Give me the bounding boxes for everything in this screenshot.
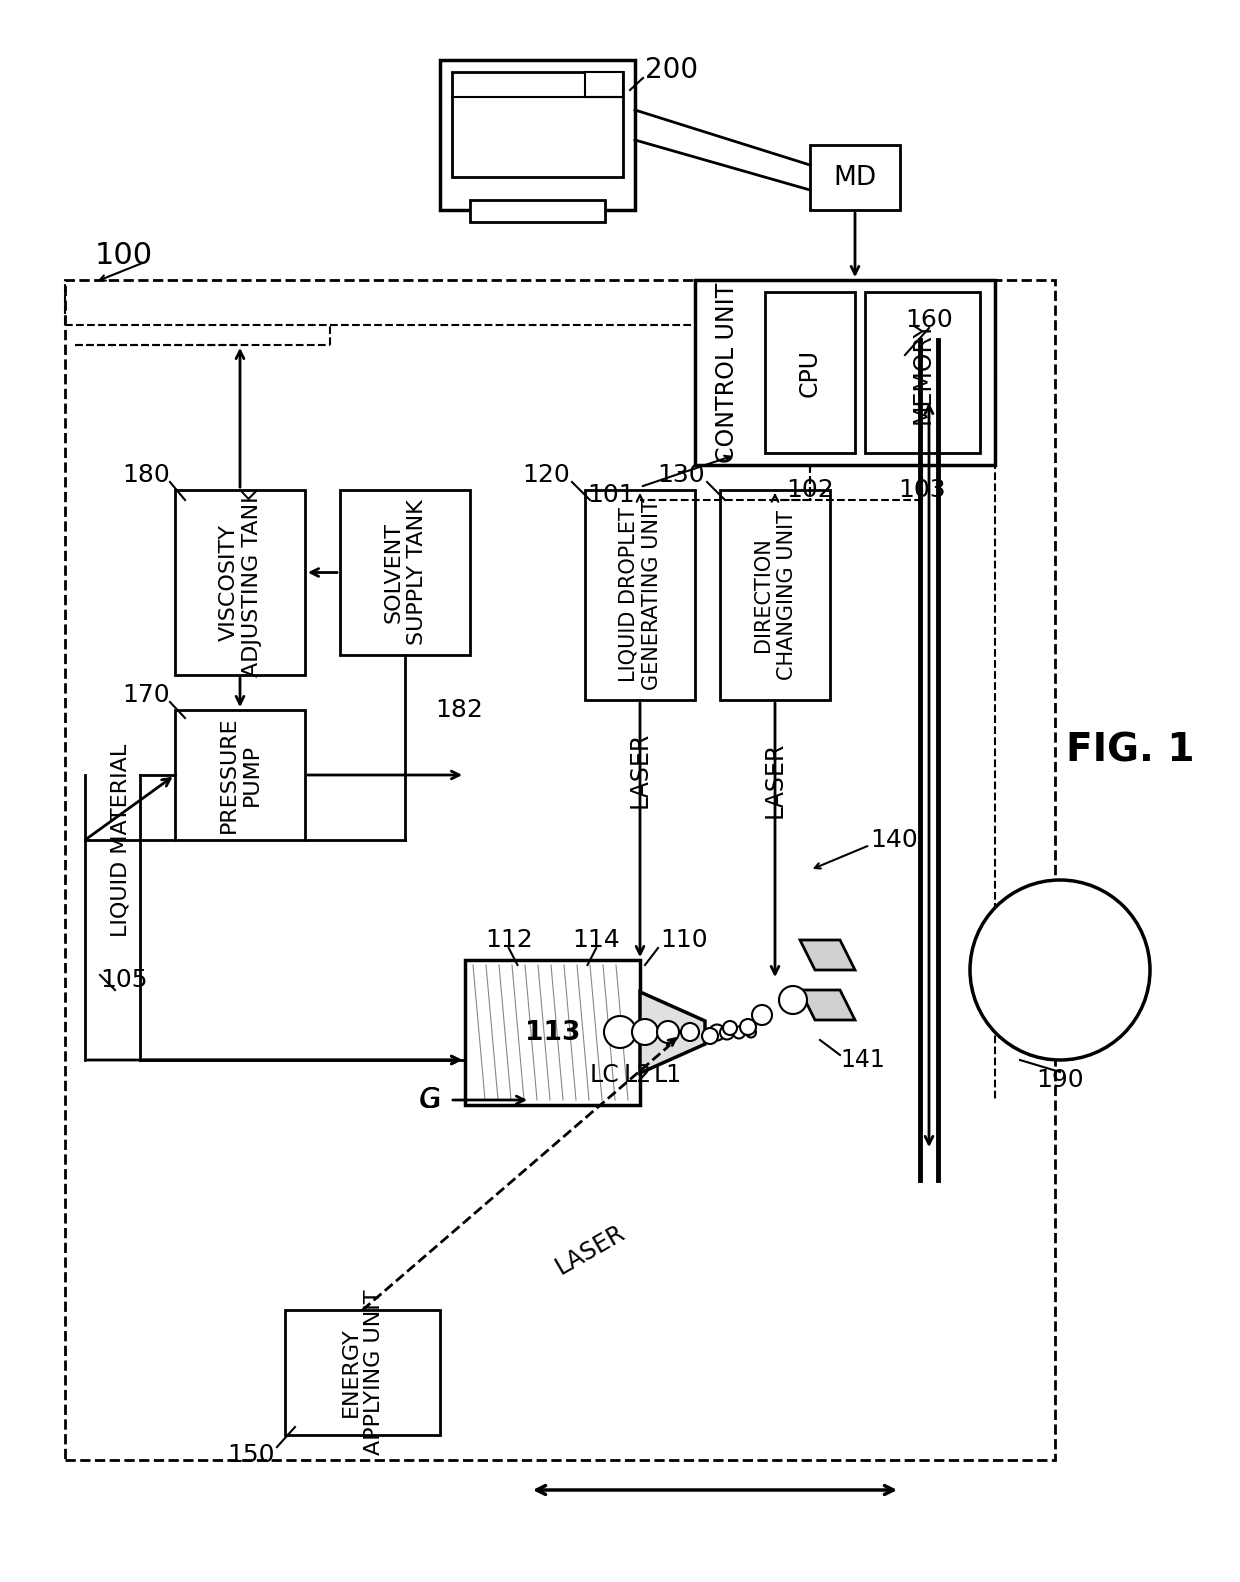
Text: 114: 114	[573, 929, 620, 952]
Bar	[440, 60, 635, 210]
Polygon shape	[640, 992, 706, 1073]
Circle shape	[720, 1025, 734, 1039]
Text: 100: 100	[95, 240, 153, 269]
Text: 141: 141	[839, 1047, 885, 1073]
Bar	[340, 490, 470, 655]
Text: 160: 160	[905, 308, 952, 332]
Text: 113: 113	[525, 1019, 580, 1046]
Text: 170: 170	[123, 683, 170, 707]
Text: 105: 105	[100, 968, 148, 992]
Bar	[470, 199, 605, 221]
Text: PRESSURE
PUMP: PRESSURE PUMP	[218, 717, 262, 834]
Text: 103: 103	[899, 478, 946, 501]
Circle shape	[709, 1025, 725, 1041]
Circle shape	[632, 1019, 658, 1046]
Text: LC: LC	[590, 1063, 620, 1087]
Text: FIG. 1: FIG. 1	[1065, 731, 1194, 769]
Text: 200: 200	[645, 55, 698, 84]
Text: L1: L1	[653, 1063, 682, 1087]
Bar	[64, 280, 1055, 1460]
Text: 182: 182	[435, 698, 482, 721]
Text: 130: 130	[657, 464, 706, 487]
Bar	[585, 490, 694, 699]
Circle shape	[970, 880, 1149, 1060]
Text: 180: 180	[123, 464, 170, 487]
Text: 190: 190	[1037, 1068, 1084, 1092]
Text: 112: 112	[485, 929, 533, 952]
Circle shape	[733, 1027, 745, 1038]
Text: 120: 120	[522, 464, 570, 487]
Bar	[585, 73, 622, 97]
Text: L2: L2	[624, 1063, 652, 1087]
Bar	[810, 146, 900, 210]
Text: VISCOSITY
ADJUSTING TANK: VISCOSITY ADJUSTING TANK	[218, 489, 262, 677]
Bar	[175, 710, 305, 840]
Polygon shape	[800, 940, 856, 970]
Text: 102: 102	[786, 478, 833, 501]
Text: 110: 110	[660, 929, 708, 952]
Bar	[765, 293, 856, 452]
Text: LIQUID DROPLET
GENERATING UNIT: LIQUID DROPLET GENERATING UNIT	[619, 500, 662, 690]
Text: CPU: CPU	[799, 348, 822, 397]
Bar	[465, 960, 640, 1104]
Circle shape	[604, 1016, 636, 1047]
Text: 101: 101	[588, 483, 635, 506]
Text: DIRECTION
CHANGING UNIT: DIRECTION CHANGING UNIT	[754, 509, 796, 680]
Text: MD: MD	[833, 165, 877, 190]
Text: LASER: LASER	[551, 1221, 629, 1280]
Text: LIQUID MATERIAL: LIQUID MATERIAL	[110, 744, 130, 937]
Text: SOLVENT
SUPPLY TANK: SOLVENT SUPPLY TANK	[383, 500, 427, 645]
Polygon shape	[800, 990, 856, 1020]
Text: ENERGY
APPLYING UNIT: ENERGY APPLYING UNIT	[341, 1289, 384, 1455]
Bar	[694, 280, 994, 465]
Bar	[285, 1310, 440, 1435]
Text: 150: 150	[227, 1443, 275, 1467]
Text: 140: 140	[870, 827, 918, 853]
Circle shape	[702, 1028, 718, 1044]
Circle shape	[740, 1019, 756, 1035]
Circle shape	[681, 1024, 699, 1041]
Text: G: G	[419, 1085, 440, 1114]
Text: CONTROL UNIT: CONTROL UNIT	[715, 282, 739, 462]
Bar	[720, 490, 830, 699]
Circle shape	[657, 1020, 680, 1043]
Circle shape	[746, 1027, 756, 1038]
Text: LASER: LASER	[763, 742, 787, 818]
Text: G: G	[419, 1085, 440, 1114]
Text: MEMORY: MEMORY	[910, 321, 935, 424]
Circle shape	[751, 1005, 773, 1025]
Bar	[175, 490, 305, 676]
Circle shape	[723, 1020, 737, 1035]
Bar	[866, 293, 980, 452]
Text: LASER: LASER	[627, 732, 652, 808]
Circle shape	[779, 986, 807, 1014]
Bar	[453, 73, 622, 177]
